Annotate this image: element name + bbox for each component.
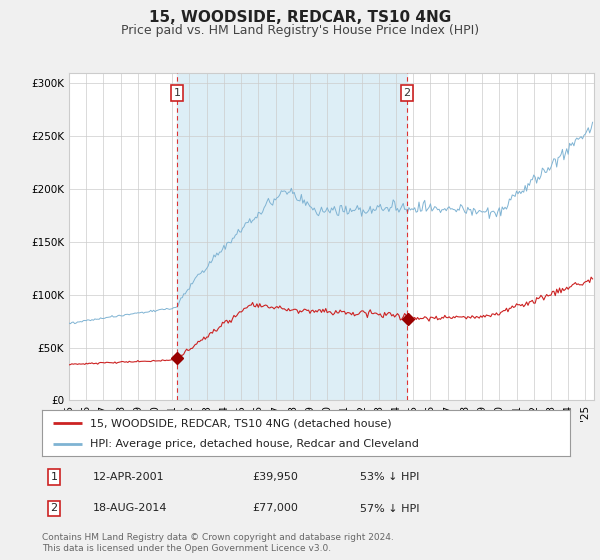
- Text: 57% ↓ HPI: 57% ↓ HPI: [360, 503, 419, 514]
- Text: 18-AUG-2014: 18-AUG-2014: [93, 503, 167, 514]
- Text: 2: 2: [50, 503, 58, 514]
- Text: 1: 1: [173, 88, 181, 98]
- Text: Contains HM Land Registry data © Crown copyright and database right 2024.: Contains HM Land Registry data © Crown c…: [42, 533, 394, 542]
- Bar: [177, 73, 407, 400]
- Text: 1: 1: [50, 472, 58, 482]
- Text: 2: 2: [403, 88, 410, 98]
- Text: £39,950: £39,950: [252, 472, 298, 482]
- Text: Price paid vs. HM Land Registry's House Price Index (HPI): Price paid vs. HM Land Registry's House …: [121, 24, 479, 36]
- Text: 15, WOODSIDE, REDCAR, TS10 4NG (detached house): 15, WOODSIDE, REDCAR, TS10 4NG (detached…: [89, 418, 391, 428]
- Text: HPI: Average price, detached house, Redcar and Cleveland: HPI: Average price, detached house, Redc…: [89, 439, 418, 449]
- Text: 53% ↓ HPI: 53% ↓ HPI: [360, 472, 419, 482]
- Text: This data is licensed under the Open Government Licence v3.0.: This data is licensed under the Open Gov…: [42, 544, 331, 553]
- Text: 15, WOODSIDE, REDCAR, TS10 4NG: 15, WOODSIDE, REDCAR, TS10 4NG: [149, 10, 451, 25]
- Text: £77,000: £77,000: [252, 503, 298, 514]
- Text: 12-APR-2001: 12-APR-2001: [93, 472, 164, 482]
